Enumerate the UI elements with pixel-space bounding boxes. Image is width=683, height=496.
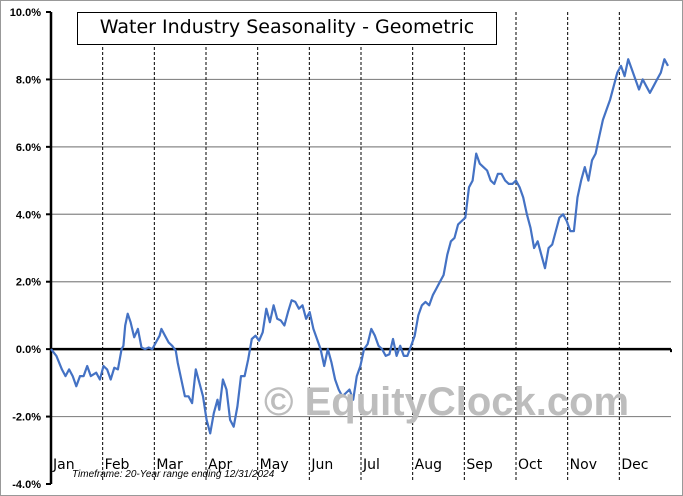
y-tick-label: 2.0% (16, 277, 41, 289)
y-tick-label: 6.0% (16, 142, 41, 154)
month-label: Oct (518, 457, 543, 473)
month-label: Mar (156, 457, 183, 473)
chart-title-box: Water Industry Seasonality - Geometric (77, 12, 497, 45)
y-tick-label: 0.0% (16, 344, 41, 356)
month-label: Sep (466, 457, 493, 473)
month-label: Nov (570, 457, 597, 473)
month-dividers (102, 12, 620, 480)
x-axis-month-labels: Jan Feb Mar Apr May Jun Jul Aug Sep Oct Nov Dec (52, 457, 648, 473)
y-tick-label: 10.0% (10, 7, 41, 19)
timeframe-note: Timeframe: 20-Year range ending 12/31/20… (72, 469, 275, 480)
y-tick-label: -2.0% (12, 412, 41, 424)
y-tick-label: 4.0% (16, 209, 41, 221)
month-label: Dec (621, 457, 648, 473)
month-label: May (260, 457, 289, 473)
month-label: Jul (362, 457, 380, 473)
month-label: Jan (52, 457, 75, 473)
axes (49, 12, 672, 484)
y-axis-labels: 10.0% 8.0% 6.0% 4.0% 2.0% 0.0% -2.0% -4.0% (10, 7, 41, 491)
month-label: Aug (415, 457, 442, 473)
watermark: © EquityClock.com (264, 380, 630, 424)
y-tick-label: 8.0% (16, 74, 41, 86)
month-label: Jun (310, 457, 333, 473)
y-tick-label: -4.0% (12, 479, 41, 491)
chart-title: Water Industry Seasonality - Geometric (99, 16, 475, 38)
month-label: Feb (105, 457, 130, 473)
month-label: Apr (208, 457, 232, 473)
seasonality-line (50, 58, 669, 435)
